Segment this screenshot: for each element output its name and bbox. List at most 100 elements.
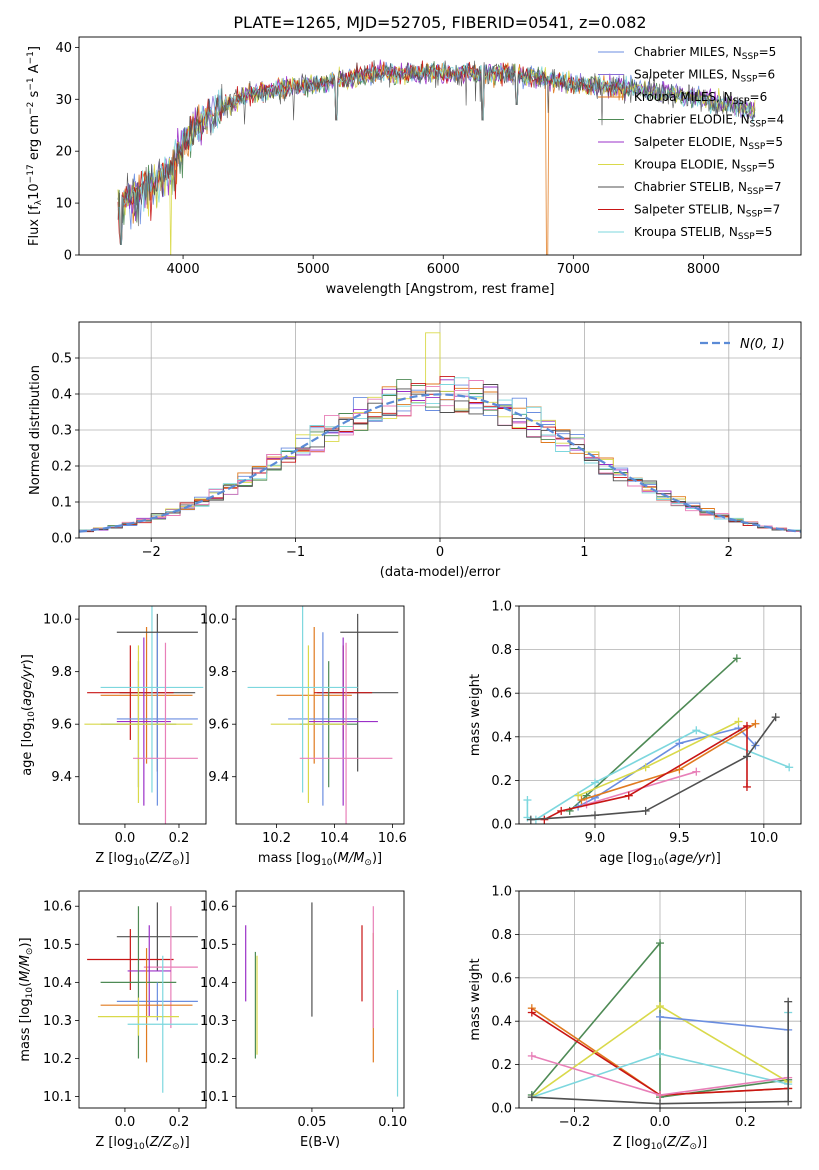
y-axis-label-part: ] — [27, 46, 42, 51]
legend-label: Kroupa MILES, NSSP=6 — [634, 90, 767, 107]
y-tick-label: 0.2 — [491, 1058, 512, 1073]
y-tick-label: 10 — [55, 197, 72, 212]
legend-text: Kroupa MILES, N — [634, 90, 733, 104]
weight-line — [659, 1016, 789, 1031]
weight-marker — [785, 763, 794, 772]
legend-item: Kroupa ELODIE, NSSP=5 — [598, 158, 775, 175]
x-tick-label: 0.05 — [297, 1115, 326, 1130]
x-tick-label: 0.2 — [735, 1115, 756, 1130]
legend-suffix: =4 — [766, 113, 784, 127]
legend-subscript: SSP — [750, 120, 767, 130]
errorbar-point — [116, 902, 198, 971]
weight-marker — [590, 811, 599, 820]
errorbar-point — [116, 982, 198, 1021]
weight-line — [530, 716, 777, 821]
errorbar-point — [116, 637, 171, 806]
legend-subscript: SSP — [741, 165, 758, 175]
y-tick-label: 0.5 — [51, 352, 72, 367]
x-axis-label-part: Z/Z — [149, 1135, 173, 1150]
x-axis-label-part: ( — [333, 851, 338, 866]
legend-suffix: =5 — [759, 45, 777, 59]
axes-layer: 4000 5000 6000 7000 8000010203040wavelength … — [18, 36, 802, 1152]
y-axis-label-part: λ — [34, 199, 44, 205]
normal-curve — [79, 393, 801, 533]
y-tick-label: 10.6 — [43, 900, 72, 915]
plot-area — [87, 902, 198, 1093]
panel-age_vs_Z: 0.0 0.29.49.69.810.0Z [log10(Z/Z⊙)]age [l… — [20, 605, 207, 868]
plot-area — [84, 606, 204, 824]
y-axis-label-part: ( — [18, 982, 33, 987]
legend-label: Kroupa STELIB, NSSP=5 — [634, 225, 772, 242]
x-tick-label: 0.2 — [169, 831, 190, 846]
legend-suffix: =5 — [755, 225, 773, 239]
plot-area — [245, 902, 399, 1097]
x-tick-label: 10.4 — [320, 831, 349, 846]
legend-text: Kroupa ELODIE, N — [634, 158, 741, 172]
weight-marker — [692, 726, 701, 735]
y-tick-label: 10.1 — [43, 1090, 72, 1105]
axes-frame — [235, 890, 405, 1109]
errorbar-point — [276, 627, 352, 764]
y-axis-label-part: ( — [20, 706, 35, 711]
errorbar-point — [127, 955, 198, 1093]
legend-item: Salpeter ELODIE, NSSP=5 — [598, 135, 783, 152]
errorbar-point — [143, 906, 198, 1029]
y-axis-label-part: mass weight — [468, 958, 483, 1040]
x-tick-label: 0 — [436, 545, 444, 560]
x-axis-label-part: ( — [662, 1135, 667, 1150]
x-axis-label-part: Z [log — [95, 851, 133, 866]
x-axis-label-part: 10 — [133, 1142, 145, 1152]
weight-marker — [784, 997, 793, 1006]
legend-text: Salpeter STELIB, N — [634, 203, 746, 217]
x-axis-label-part: )] — [711, 851, 721, 866]
y-tick-label: 9.8 — [208, 665, 229, 680]
weight-marker — [656, 1090, 664, 1099]
y-tick-label: 9.6 — [208, 718, 229, 733]
x-tick-label: 1 — [580, 545, 588, 560]
weight-marker — [574, 791, 583, 800]
y-axis-label-part: 10 — [27, 711, 37, 723]
weight-marker — [577, 796, 586, 805]
weight-marker — [771, 713, 780, 722]
errorbar-point — [87, 929, 174, 990]
plot-area — [523, 654, 794, 824]
y-tick-label: 0.0 — [491, 818, 512, 833]
legend-text: Chabrier MILES, N — [634, 45, 742, 59]
x-axis-label-part: ⊙ — [172, 858, 180, 868]
x-axis-label-part: Z/Z — [149, 851, 173, 866]
x-axis-label-part: 10 — [133, 858, 145, 868]
legend-label: Chabrier MILES, NSSP=5 — [634, 45, 776, 62]
x-axis-label-part: age [log — [599, 851, 652, 866]
axes-frame — [78, 890, 207, 1109]
x-axis-label-part: ( — [145, 851, 150, 866]
plot-area — [247, 606, 399, 824]
x-tick-label: 2 — [725, 545, 733, 560]
y-axis-label-part: −1 — [26, 51, 36, 64]
legend-label: Salpeter STELIB, NSSP=7 — [634, 203, 780, 220]
y-tick-label: 0.3 — [51, 424, 72, 439]
x-axis-label: wavelength [Angstrom, rest frame] — [326, 282, 555, 297]
y-axis-label-part: ⊙ — [25, 948, 35, 956]
x-axis-label-part: (data-model)/error — [380, 565, 501, 580]
legend-suffix: =7 — [764, 180, 782, 194]
x-axis-label-part: ( — [145, 1135, 150, 1150]
weight-marker — [656, 1002, 664, 1011]
x-axis-label-part: age/yr — [669, 851, 712, 866]
y-tick-label: 0.4 — [491, 1015, 512, 1030]
y-tick-label: 10.1 — [200, 1090, 229, 1105]
legend-label: Salpeter ELODIE, NSSP=5 — [634, 135, 783, 152]
legend-suffix: =5 — [765, 135, 783, 149]
axes-frame — [78, 36, 802, 256]
y-axis-label: mass weight — [468, 958, 483, 1040]
legend-subscript: SSP — [746, 210, 763, 220]
errorbar-point — [308, 637, 378, 806]
y-axis-label: mass [log10(M/M⊙)] — [18, 937, 35, 1061]
axes-frame — [518, 890, 802, 1109]
x-axis-label-part: )] — [180, 851, 190, 866]
weight-line — [526, 729, 790, 821]
legend-suffix: =5 — [757, 158, 775, 172]
legend-label: N(0, 1) — [740, 337, 785, 352]
weight-marker — [656, 939, 664, 948]
y-axis-label-part: age [log — [20, 723, 35, 776]
y-tick-label: 30 — [55, 93, 72, 108]
